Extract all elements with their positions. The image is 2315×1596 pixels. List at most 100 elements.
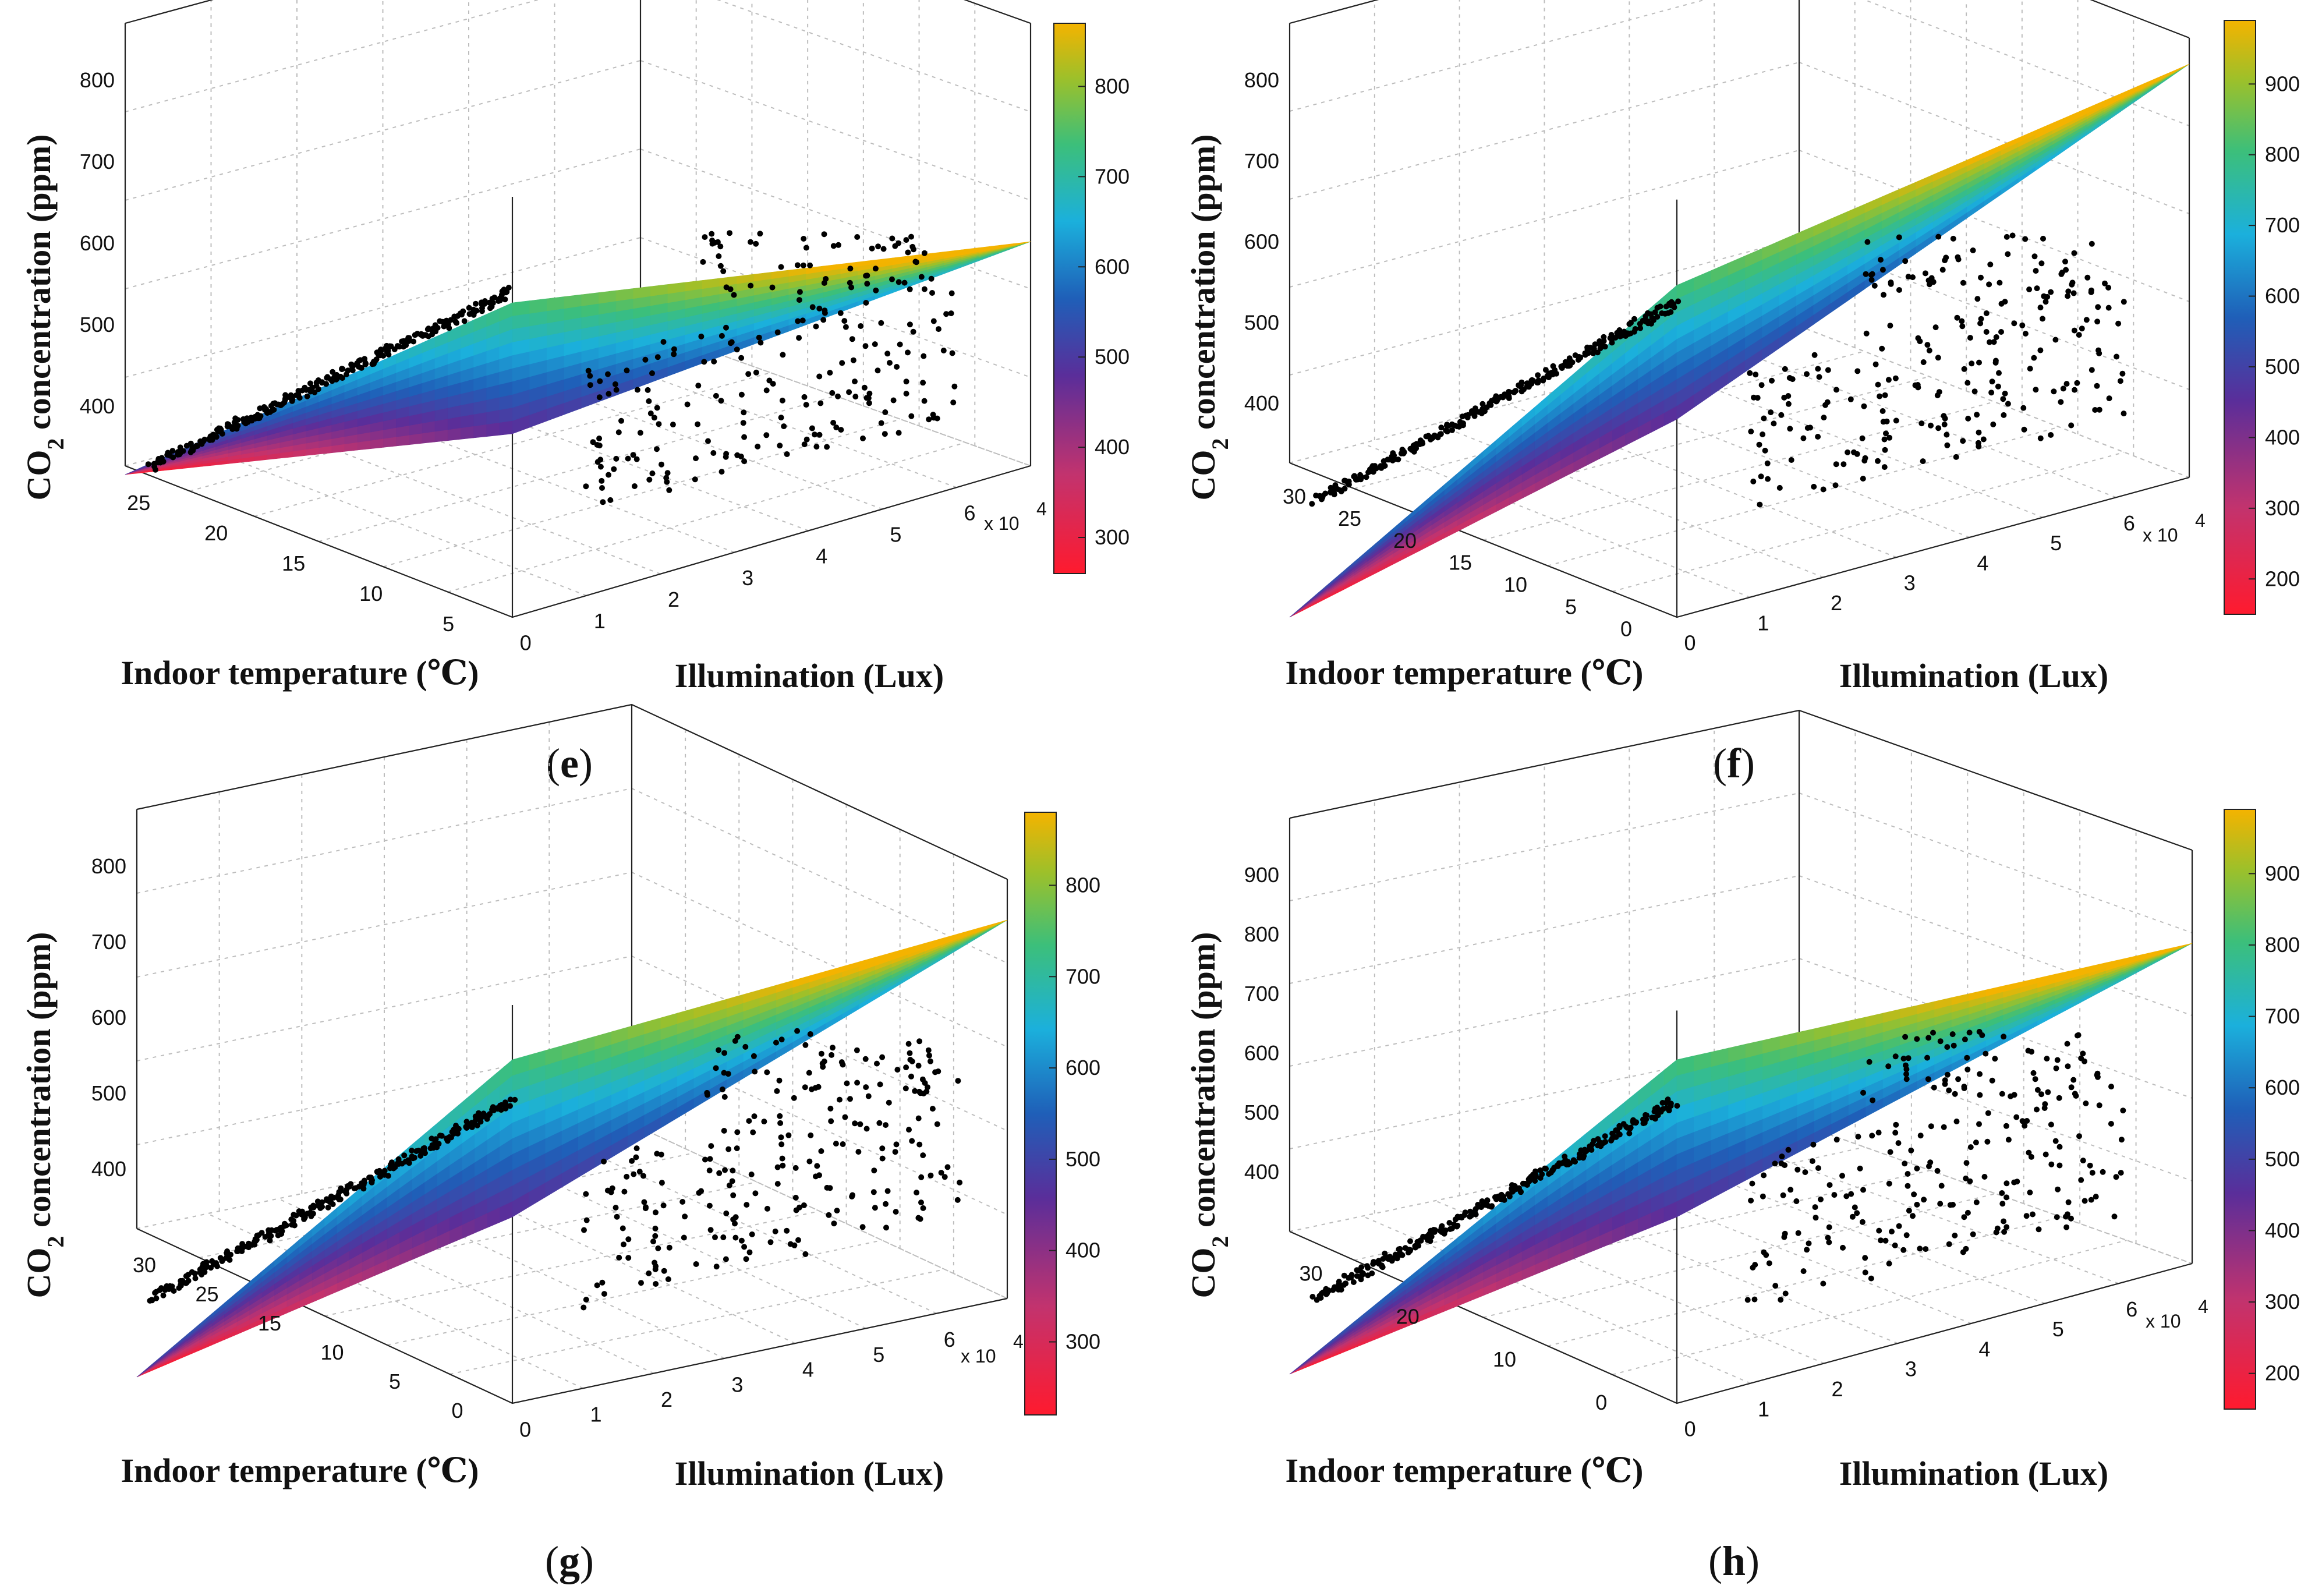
scatter-point	[1875, 381, 1881, 388]
scatter-point	[1764, 460, 1771, 466]
scatter-point	[291, 1212, 297, 1218]
scatter-point	[1893, 1121, 1899, 1128]
scatter-point	[826, 1212, 832, 1218]
scatter-point	[339, 366, 345, 373]
scatter-point	[1937, 1038, 1944, 1045]
scatter-point	[1748, 429, 1754, 435]
scatter-point	[625, 1236, 632, 1243]
scatter-point	[957, 1179, 963, 1186]
colorbar-tick-label: 600	[2265, 284, 2300, 308]
scatter-point	[695, 383, 702, 389]
scatter-point	[2009, 232, 2016, 239]
scatter-point	[2041, 293, 2047, 299]
scatter-point	[1979, 1032, 1985, 1038]
z-axis-title: CO2 concentration (ppm)	[1184, 932, 1233, 1298]
scatter-point	[1993, 334, 1999, 340]
scatter-point	[2080, 1050, 2086, 1057]
scatter-point	[801, 394, 808, 400]
scatter-point	[721, 1128, 727, 1134]
scatter-point	[2040, 316, 2045, 322]
scatter-point	[829, 390, 836, 396]
scatter-point	[1963, 1175, 1969, 1181]
scatter-point	[2026, 1149, 2032, 1156]
scatter-point	[2037, 435, 2044, 441]
scatter-point	[2002, 390, 2008, 397]
scatter-point	[1854, 368, 1861, 374]
scatter-point	[1999, 1190, 2005, 1196]
scatter-point	[784, 1227, 790, 1234]
scatter-point	[1946, 1241, 1952, 1247]
scatter-point	[1879, 345, 1885, 352]
scatter-point	[1820, 486, 1826, 493]
z-tick-label: 900	[1244, 863, 1279, 887]
scatter-point	[929, 1106, 936, 1112]
scatter-point	[1309, 1294, 1316, 1300]
scatter-point	[409, 1153, 415, 1160]
scatter-point	[1753, 371, 1759, 378]
scatter-point	[315, 386, 321, 392]
chart-panel-e: 400 500 600 700 800 25 20 15 10 5 0 1 2 3 4 5 6 x 10 4 Indo…	[20, 0, 1130, 787]
x-axis-title: Indoor temperature (℃)	[1285, 654, 1643, 692]
scatter-point	[1886, 434, 1893, 441]
scatter-point	[2063, 1224, 2070, 1230]
scatter-point	[1782, 366, 1788, 372]
colorbar-tick-label: 800	[2265, 143, 2300, 167]
scatter-point	[304, 393, 310, 399]
scatter-point	[1802, 1169, 1808, 1176]
scatter-point	[1931, 1084, 1937, 1091]
scatter-point	[801, 1202, 807, 1208]
scatter-point	[1824, 399, 1831, 405]
colorbar-tick-label: 200	[2265, 1361, 2300, 1385]
scatter-point	[792, 1194, 799, 1201]
scatter-point	[2119, 370, 2126, 377]
scatter-point	[659, 461, 664, 468]
scatter-point	[778, 1134, 784, 1141]
x-tick-label: 20	[204, 521, 228, 545]
scatter-point	[2118, 1137, 2125, 1143]
scatter-point	[1961, 366, 1967, 372]
scatter-point	[621, 1241, 626, 1248]
scatter-point	[665, 1276, 671, 1282]
scatter-point	[925, 1047, 932, 1053]
scatter-point	[2082, 1198, 2088, 1204]
scatter-point	[716, 253, 722, 259]
scatter-point	[1950, 235, 1956, 242]
scatter-point	[2054, 1214, 2060, 1220]
scatter-point	[1546, 370, 1553, 377]
y-tick-label: 2	[668, 588, 679, 611]
scatter-point	[1757, 501, 1763, 508]
z-tick-label: 700	[80, 150, 115, 174]
scatter-point	[1918, 420, 1925, 427]
scatter-point	[361, 1177, 367, 1184]
scatter-point	[725, 1071, 731, 1077]
scatter-point	[949, 350, 955, 356]
colorbar-tick-label: 700	[1095, 164, 1130, 188]
scatter-point	[487, 1111, 493, 1117]
z-tick-label: 800	[80, 68, 115, 92]
scatter-point	[219, 430, 225, 437]
scatter-point	[718, 332, 725, 339]
scatter-point	[930, 412, 936, 418]
scatter-point	[727, 230, 733, 236]
scatter-point	[208, 1265, 214, 1271]
scatter-point	[1831, 1192, 1838, 1198]
scatter-point	[764, 1069, 770, 1075]
scatter-point	[778, 415, 784, 421]
scatter-point	[319, 1199, 325, 1205]
scatter-point	[944, 1164, 951, 1170]
scatter-point	[858, 323, 864, 329]
scatter-point	[1800, 435, 1807, 441]
scatter-point	[847, 266, 854, 272]
scatter-point	[909, 243, 916, 250]
scatter-point	[198, 438, 204, 445]
scatter-point	[2096, 406, 2102, 413]
scatter-point	[1763, 1252, 1769, 1258]
scatter-point	[482, 298, 488, 304]
scatter-point	[1861, 458, 1868, 464]
scatter-point	[1999, 1091, 2005, 1097]
scatter-point	[2121, 299, 2127, 305]
scatter-point	[692, 476, 698, 483]
scatter-point	[1938, 1183, 1945, 1189]
scatter-point	[583, 1297, 589, 1303]
x-tick-label: 25	[127, 491, 150, 515]
